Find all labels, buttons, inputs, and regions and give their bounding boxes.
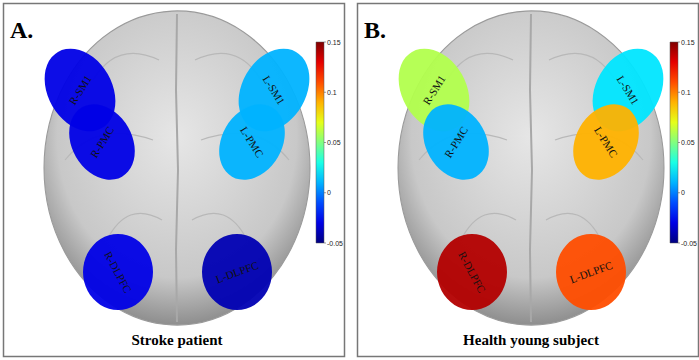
svg-text:0.1: 0.1 — [327, 89, 337, 96]
svg-text:0: 0 — [327, 189, 331, 196]
svg-text:L-PMC: L-PMC — [592, 125, 620, 160]
svg-text:R-PMC: R-PMC — [88, 124, 116, 159]
svg-text:-0.05: -0.05 — [327, 240, 343, 247]
svg-text:R-PMC: R-PMC — [442, 124, 470, 159]
svg-text:B.: B. — [364, 17, 386, 43]
svg-text:R-DLPFC: R-DLPFC — [102, 249, 134, 295]
svg-text:R-DLPFC: R-DLPFC — [456, 249, 488, 295]
svg-text:A.: A. — [10, 17, 33, 43]
svg-text:Stroke patient: Stroke patient — [132, 332, 223, 348]
svg-text:0: 0 — [681, 189, 685, 196]
svg-text:0.15: 0.15 — [681, 39, 695, 46]
svg-text:0.05: 0.05 — [327, 139, 341, 146]
svg-text:0.15: 0.15 — [327, 39, 341, 46]
svg-text:L-DLPFC: L-DLPFC — [214, 259, 260, 286]
svg-text:-0.05: -0.05 — [681, 240, 697, 247]
svg-text:R-SM1: R-SM1 — [66, 73, 93, 107]
svg-text:R-SM1: R-SM1 — [420, 73, 447, 107]
svg-text:0.1: 0.1 — [681, 89, 691, 96]
svg-text:L-DLPFC: L-DLPFC — [568, 259, 614, 286]
svg-text:L-SM1: L-SM1 — [614, 73, 641, 106]
svg-text:Health young subject: Health young subject — [463, 332, 599, 348]
svg-text:L-PMC: L-PMC — [238, 125, 266, 160]
svg-text:0.05: 0.05 — [681, 139, 695, 146]
svg-text:L-SM1: L-SM1 — [260, 73, 287, 106]
